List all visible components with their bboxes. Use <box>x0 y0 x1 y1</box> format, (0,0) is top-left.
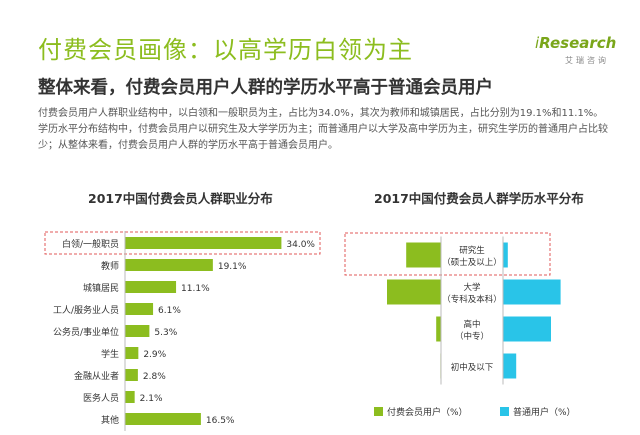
occupation-bar <box>125 259 213 271</box>
education-category-sublabel: （中专） <box>455 331 489 342</box>
occupation-value-label: 2.9% <box>143 350 166 360</box>
occupation-bar <box>125 281 177 293</box>
education-bar-regular <box>503 242 508 268</box>
occupation-category-label: 白领/一般职员 <box>62 238 119 250</box>
education-bar-regular <box>503 353 517 379</box>
occupation-category-label: 金融从业者 <box>74 370 119 382</box>
occupation-value-label: 11.1% <box>181 284 210 294</box>
legend-swatch-regular <box>500 407 509 416</box>
occupation-bar <box>125 413 201 425</box>
education-highlight-box <box>344 232 551 276</box>
occupation-value-label: 19.1% <box>218 262 247 272</box>
occupation-value-label: 2.8% <box>143 372 166 382</box>
education-chart-title: 2017中国付费会员人群学历水平分布 <box>374 191 584 206</box>
page-subtitle: 整体来看，付费会员用户人群的学历水平高于普通会员用户 <box>38 78 493 98</box>
occupation-bar <box>125 237 282 249</box>
occupation-category-label: 医务人员 <box>83 392 119 404</box>
logo-main: Research <box>539 34 617 52</box>
occupation-bar <box>125 347 139 359</box>
occupation-bar <box>125 325 150 337</box>
logo-prefix: i <box>535 34 540 52</box>
education-category-label: 大学 <box>463 282 481 293</box>
education-bar-regular <box>503 279 561 305</box>
occupation-value-label: 5.3% <box>154 328 177 338</box>
education-category-sublabel: （硕士及以上） <box>442 257 502 268</box>
iresearch-logo: iResearch 艾瑞咨询 <box>535 34 617 74</box>
occupation-chart-title: 2017中国付费会员人群职业分布 <box>88 191 273 206</box>
logo-cn: 艾瑞咨询 <box>565 56 609 65</box>
education-bar-paid <box>406 242 441 268</box>
occupation-category-label: 教师 <box>101 260 119 272</box>
occupation-value-label: 34.0% <box>286 240 315 250</box>
education-category-label: 初中及以下 <box>451 362 494 373</box>
education-category-label: 研究生 <box>459 245 485 256</box>
occupation-category-label: 其他 <box>101 414 119 426</box>
occupation-value-label: 6.1% <box>158 306 181 316</box>
occupation-value-label: 2.1% <box>140 394 163 404</box>
page-title: 付费会员画像：以高学历白领为主 <box>38 36 413 64</box>
occupation-chart: 白领/一般职员 34.0% 教师 19.1% 城镇居民 11.1% 工人/服务业人员 6.1%… <box>44 231 321 431</box>
education-bar-paid <box>387 279 441 305</box>
occupation-category-label: 城镇居民 <box>83 282 119 294</box>
description: 付费会员用户人群职业结构中，以白领和一般职员为主，占比为34.0%，其次为教师和… <box>38 108 608 151</box>
legend-swatch-paid <box>374 407 383 416</box>
occupation-highlight-box <box>44 231 321 255</box>
occupation-bar <box>125 391 135 403</box>
occupation-category-label: 学生 <box>101 348 119 360</box>
education-category-sublabel: （专科及本科） <box>442 294 502 305</box>
occupation-category-label: 公务员/事业单位 <box>53 326 119 338</box>
legend-label-paid: 付费会员用户（%） <box>387 406 468 418</box>
education-category-label: 高中 <box>463 319 480 330</box>
education-bar-regular <box>503 316 551 342</box>
occupation-value-label: 16.5% <box>206 416 235 426</box>
occupation-category-label: 工人/服务业人员 <box>53 304 119 316</box>
legend-label-regular: 普通用户（%） <box>513 406 576 418</box>
occupation-bar <box>125 303 154 315</box>
education-bar-paid <box>436 316 441 342</box>
occupation-bar <box>125 369 138 381</box>
